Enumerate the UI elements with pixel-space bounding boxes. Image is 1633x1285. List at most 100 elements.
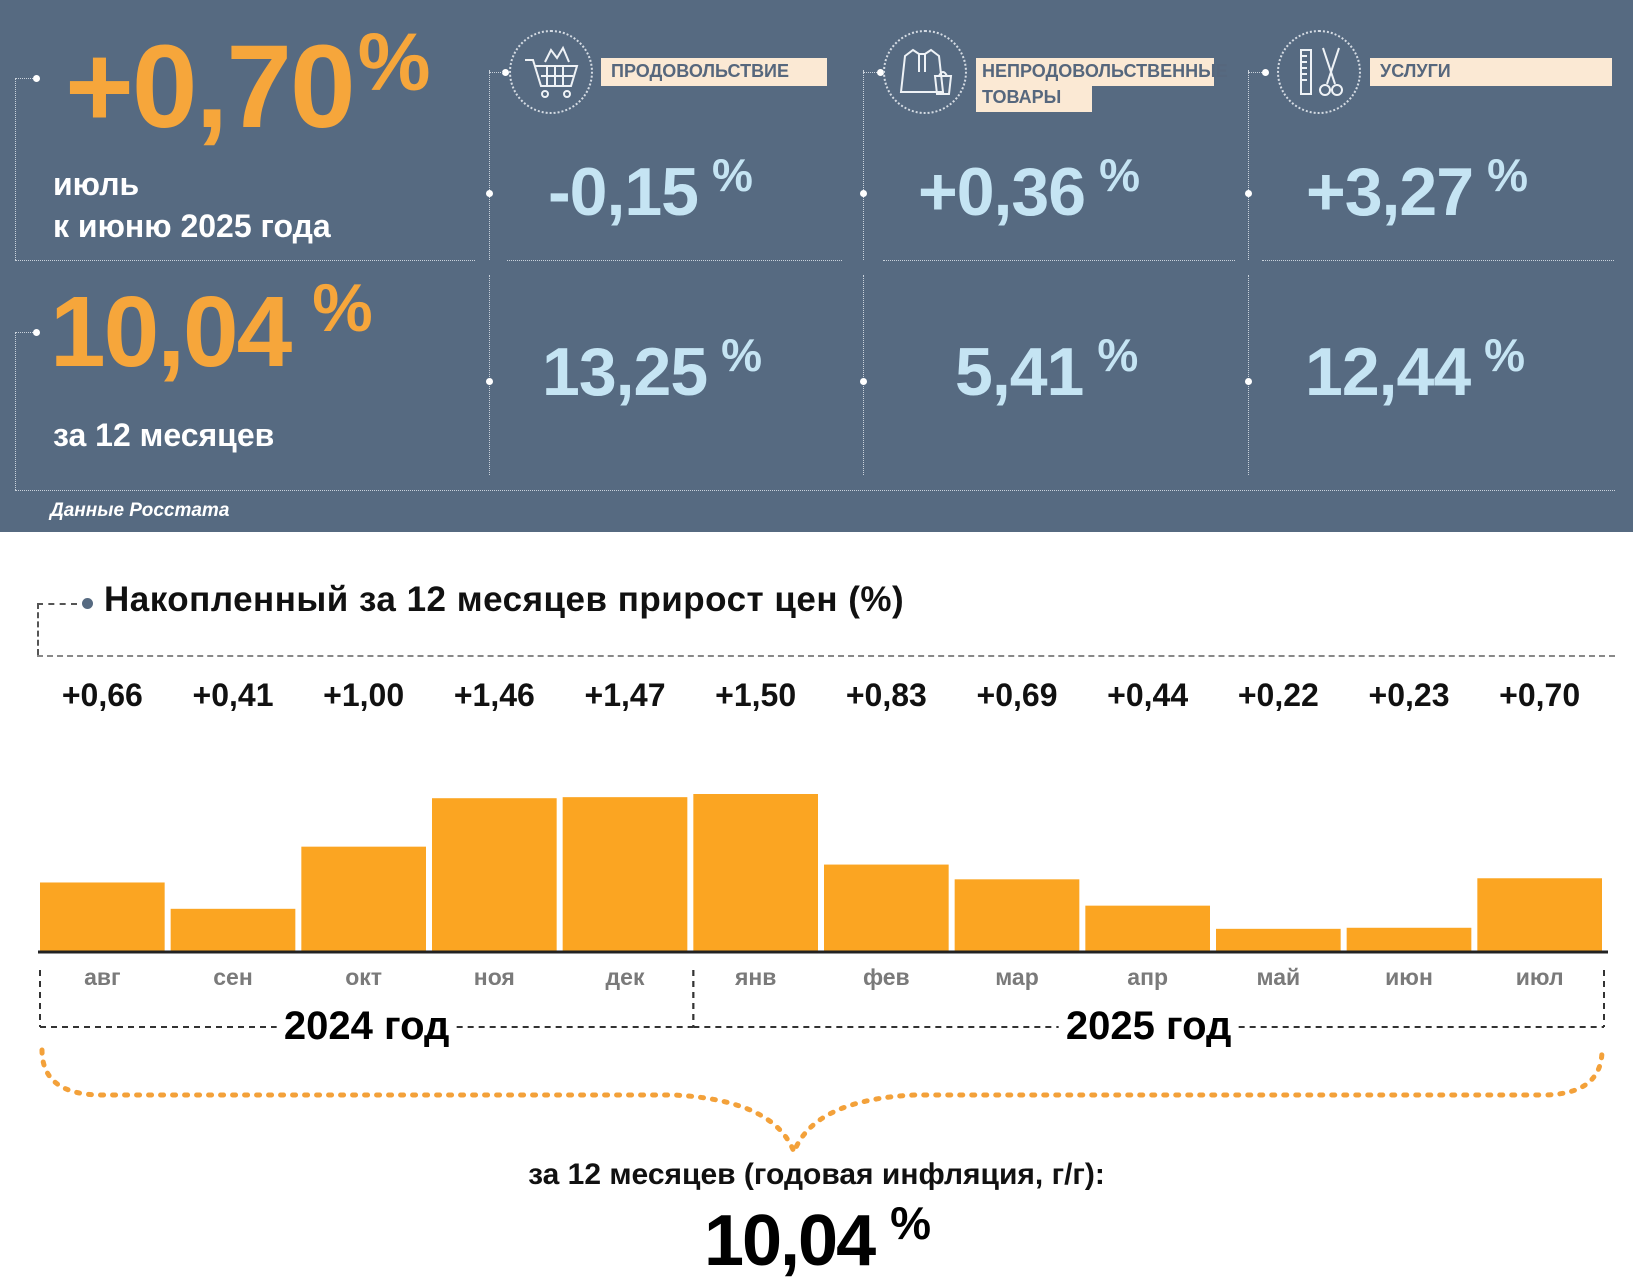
category-label-food: ПРОДОВОЛЬСТВИЕ [601,58,827,86]
frame-line [15,78,37,79]
bar-мар [954,879,1080,952]
month-tick-labels: авг сен окт ноя дек янв фев мар апр май июн июл [84,964,1564,990]
annual-total-unit: % [890,1197,931,1249]
title-bullet-dot [82,598,93,609]
frame-line [1248,72,1262,73]
column-divider [489,275,490,475]
bar-фев [824,864,949,952]
monthly-value: +0,70 [65,21,356,153]
bullet-dot [1262,69,1269,76]
annual-total-value: 10,04% [0,1197,1633,1282]
month-tick-label: янв [734,964,776,990]
row-divider [507,260,842,261]
value-labels: +0,66 +0,41 +1,00 +1,46 +1,47 +1,50 +0,83 +0,69… [62,677,1580,713]
bullet-dot [33,329,40,336]
chart-frame-line [37,603,39,655]
month-tick-label: июл [1516,964,1564,990]
bullet-dot [860,190,867,197]
bar-июл [1477,878,1602,952]
nonfood-monthly-unit: % [1099,149,1140,201]
services-monthly-value: +3,27% [1306,152,1528,226]
summary-panel: +0,70% июль к июню 2025 года 10,04% за 1… [0,0,1633,532]
annual-headline: 10,04% [50,274,373,382]
services-annual-unit: % [1484,329,1525,381]
value-label: +1,47 [585,677,666,713]
comb-scissors-icon [1277,30,1361,114]
bullet-dot [860,378,867,385]
year-label: 2024 год [284,1004,450,1048]
food-monthly-unit: % [712,149,753,201]
services-annual-number: 12,44 [1305,334,1471,410]
food-annual-value: 13,25% [542,332,762,406]
services-monthly-number: +3,27 [1306,154,1474,230]
annual-caption: за 12 месяцев [53,417,275,453]
value-label: +0,44 [1107,677,1188,713]
bar-апр [1085,905,1210,952]
month-tick-label: апр [1127,964,1168,990]
services-monthly-unit: % [1487,149,1528,201]
column-divider [1248,70,1249,260]
frame-line [489,72,503,73]
monthly-headline: +0,70% [65,22,430,147]
month-tick-label: мар [995,964,1039,990]
services-annual-value: 12,44% [1305,332,1525,406]
month-tick-label: дек [606,964,645,990]
bar-окт [301,846,426,952]
monthly-caption-2: к июню 2025 года [53,208,331,244]
frame-line [15,78,16,260]
value-label: +0,83 [846,677,927,713]
frame-line [15,332,37,333]
frame-line [15,490,1615,491]
month-tick-label: фев [863,964,910,990]
annual-value: 10,04 [50,276,292,388]
summation-brace [39,1047,1605,1159]
value-label: +1,46 [454,677,535,713]
column-divider [489,70,490,260]
value-label: +1,50 [715,677,796,713]
monthly-caption-1: июль [53,166,140,202]
value-label: +0,41 [193,677,274,713]
year-label: 2025 год [1066,1004,1232,1048]
monthly-unit: % [357,17,431,108]
bar-авг [40,882,165,952]
shopping-cart-icon [509,30,593,114]
frame-line [863,72,877,73]
bar-ноя [432,798,557,952]
bar-май [1216,928,1341,952]
column-divider [863,275,864,475]
chart-top-rule [37,655,1615,657]
category-label-nonfood-line2: ТОВАРЫ [976,85,1092,112]
month-tick-label: авг [84,964,121,990]
bullet-dot [486,190,493,197]
bullet-dot [486,378,493,385]
value-label: +1,00 [323,677,404,713]
food-monthly-number: -0,15 [548,154,699,230]
nonfood-annual-value: 5,41% [955,332,1138,406]
year-brackets: 2024 год 2025 год [39,970,1605,1048]
annual-total-number: 10,04 [703,1201,876,1281]
chart-frame-line [37,603,77,605]
category-label-services: УСЛУГИ [1370,58,1612,86]
value-label: +0,22 [1238,677,1319,713]
food-monthly-value: -0,15% [548,152,753,226]
nonfood-monthly-value: +0,36% [918,152,1140,226]
food-annual-number: 13,25 [542,334,708,410]
month-tick-label: июн [1385,964,1433,990]
food-annual-unit: % [721,329,762,381]
nonfood-monthly-number: +0,36 [918,154,1086,230]
bars [40,794,1602,952]
category-label-nonfood-line1: НЕПРОДОВОЛЬСТВЕННЫЕ [976,58,1228,86]
month-tick-label: май [1257,964,1301,990]
row-divider [883,260,1235,261]
nonfood-annual-unit: % [1097,329,1138,381]
bullet-dot [502,69,509,76]
bullet-dot [1245,378,1252,385]
nonfood-annual-number: 5,41 [955,334,1084,410]
category-label-nonfood: НЕПРОДОВОЛЬСТВЕННЫЕ ТОВАРЫ [976,58,1228,112]
annual-total-caption: за 12 месяцев (годовая инфляция, г/г): [528,1158,1105,1191]
monthly-bar-chart: +0,66 +0,41 +1,00 +1,46 +1,47 +1,50 +0,83 +0,69… [38,677,1608,1159]
frame-line [15,260,475,261]
bullet-dot [877,69,884,76]
bar-июн [1346,927,1472,952]
month-tick-label: ноя [474,964,515,990]
